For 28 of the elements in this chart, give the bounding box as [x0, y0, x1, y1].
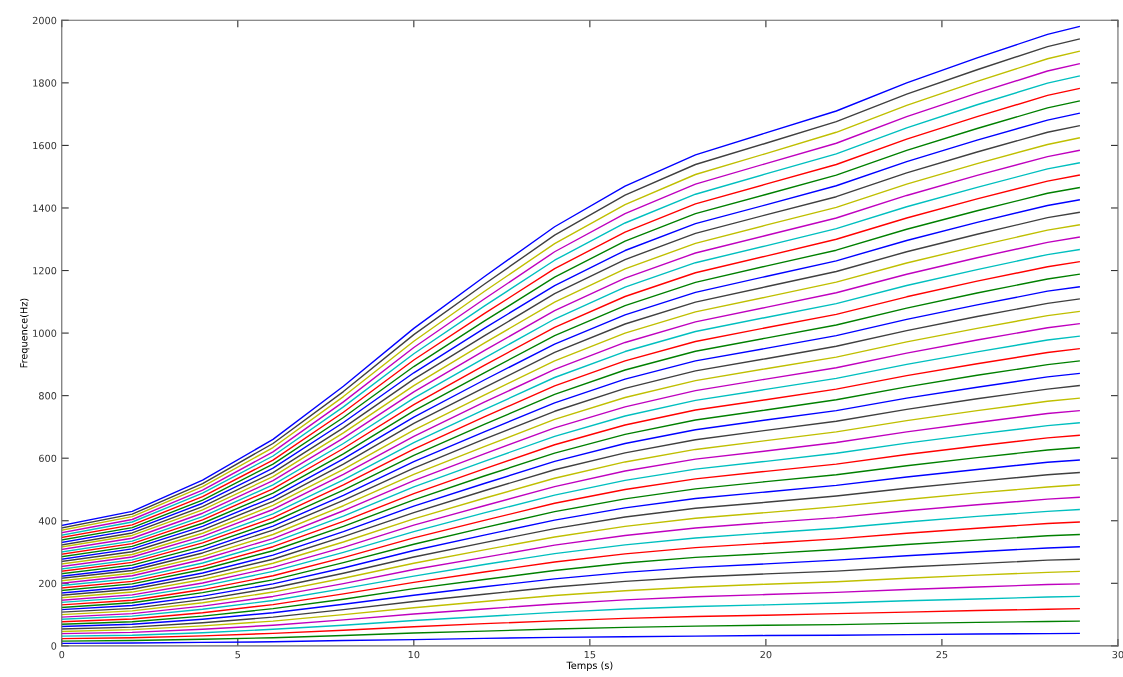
y-tick-label: 2000 [32, 16, 57, 25]
line-series [61, 620, 1080, 642]
y-tick-label: 400 [38, 517, 57, 525]
line-series [61, 570, 1080, 633]
x-tick-label: 10 [408, 650, 420, 659]
x-tick-label: 15 [584, 651, 596, 659]
line-series [61, 546, 1080, 628]
y-tick-label: 1600 [33, 141, 57, 150]
line-series [61, 595, 1080, 637]
y-tick-label: 200 [39, 579, 57, 588]
y-tick-label: 1800 [33, 79, 57, 87]
y-tick-label: 600 [39, 454, 57, 463]
line-series [61, 632, 1080, 645]
line-series [61, 583, 1080, 635]
x-axis-title: Temps (s) [566, 661, 613, 671]
y-axis-title: Frequence(Hz) [19, 298, 30, 368]
x-tick-label: 5 [235, 651, 241, 659]
y-tick-label: 1200 [33, 267, 57, 275]
x-tick-label: 30 [1112, 650, 1123, 659]
y-tick-label: 800 [39, 392, 57, 400]
line-series [61, 558, 1080, 630]
y-tick-label: 1000 [33, 329, 57, 337]
x-tick-label: 20 [760, 650, 772, 659]
y-tick-label: 1400 [33, 204, 57, 212]
x-tick-label: 0 [59, 650, 65, 659]
y-tick-label: 0 [51, 642, 57, 650]
line-series [61, 607, 1080, 640]
x-tick-label: 25 [936, 650, 948, 659]
